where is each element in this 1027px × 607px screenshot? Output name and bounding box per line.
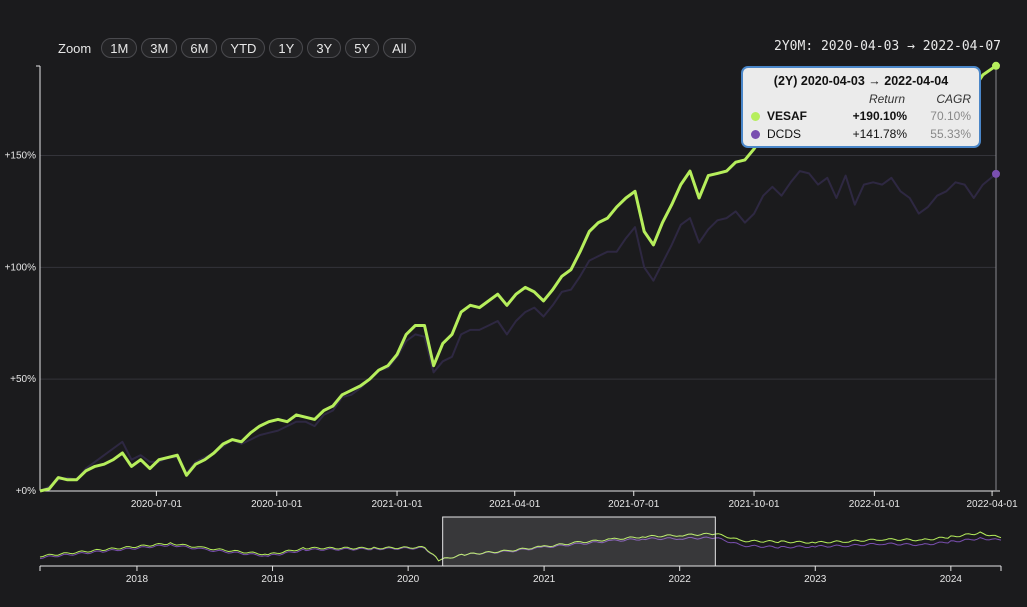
tooltip-row-dcds: DCDS +141.78% 55.33%: [749, 127, 971, 143]
x-tick-label: 2022-01-01: [849, 499, 901, 510]
tooltip-cagr-header: CAGR: [936, 92, 971, 106]
tooltip-series-name: VESAF: [767, 109, 808, 123]
x-tick-label: 2020-07-01: [131, 499, 183, 510]
x-tick-label: 2022-04-01: [966, 499, 1018, 510]
navigator-tick-label: 2020: [397, 574, 420, 585]
navigator-line-dcds: [39, 536, 1002, 562]
vesaf-marker-icon: [751, 112, 760, 121]
date-range-label: 2Y0M: 2020-04-03 → 2022-04-07: [774, 39, 1001, 54]
dcds-marker-icon: [751, 130, 760, 139]
navigator-line-vesaf: [39, 531, 1002, 562]
navigator-tick-label: 2024: [940, 574, 963, 585]
zoom-1y-button[interactable]: 1Y: [269, 38, 304, 58]
y-tick-label: +50%: [10, 374, 36, 385]
navigator-tick-label: 2019: [261, 574, 284, 585]
tooltip-series-name: DCDS: [767, 127, 802, 141]
series-line-dcds: [39, 170, 997, 492]
main-axes: +0% +50% +100% +150% 2020-07-01 2020-10-01 202…: [5, 65, 1018, 510]
zoom-all-button[interactable]: All: [383, 38, 416, 58]
x-tick-label: 2021-10-01: [728, 499, 780, 510]
zoom-1m-button[interactable]: 1M: [101, 38, 138, 58]
x-tick-label: 2021-07-01: [608, 499, 660, 510]
main-grid: [40, 154, 996, 380]
tooltip-row-vesaf: VESAF +190.10% 70.10%: [749, 109, 971, 125]
x-tick-label: 2020-10-01: [251, 499, 303, 510]
x-tick-label: 2021-04-01: [489, 499, 541, 510]
navigator-tick-label: 2023: [804, 574, 827, 585]
navigator[interactable]: 2018 2019 2020 2021 2022 2023 2024: [39, 516, 1002, 585]
y-tick-label: +100%: [5, 262, 37, 273]
tooltip-return-header: Return: [868, 92, 905, 106]
zoom-label: Zoom: [58, 40, 92, 56]
zoom-3y-button[interactable]: 3Y: [307, 38, 342, 58]
y-tick-label: +150%: [5, 150, 37, 161]
tooltip-cagr-value: 55.33%: [930, 127, 971, 141]
zoom-3m-button[interactable]: 3M: [141, 38, 178, 58]
x-tick-label: 2021-01-01: [371, 499, 423, 510]
tooltip: (2Y) 2020-04-03 → 2022-04-04 Return CAGR…: [741, 66, 981, 148]
navigator-tick-label: 2021: [533, 574, 556, 585]
navigator-selection[interactable]: [442, 516, 716, 567]
tooltip-cagr-value: 70.10%: [930, 109, 971, 123]
navigator-tick-label: 2018: [126, 574, 149, 585]
zoom-5y-button[interactable]: 5Y: [345, 38, 380, 58]
y-tick-label: +0%: [16, 486, 36, 497]
tooltip-return-value: +190.10%: [852, 109, 907, 123]
tooltip-title: (2Y) 2020-04-03 → 2022-04-04: [773, 74, 949, 88]
zoom-6m-button[interactable]: 6M: [181, 38, 218, 58]
tooltip-return-value: +141.78%: [852, 127, 907, 141]
dcds-hover-point: [992, 169, 1000, 178]
navigator-tick-label: 2022: [669, 574, 692, 585]
vesaf-hover-point: [992, 61, 1000, 70]
zoom-ytd-button[interactable]: YTD: [221, 38, 266, 58]
zoom-bar: Zoom 1M 3M 6M YTD 1Y 3Y 5Y All: [58, 37, 416, 59]
